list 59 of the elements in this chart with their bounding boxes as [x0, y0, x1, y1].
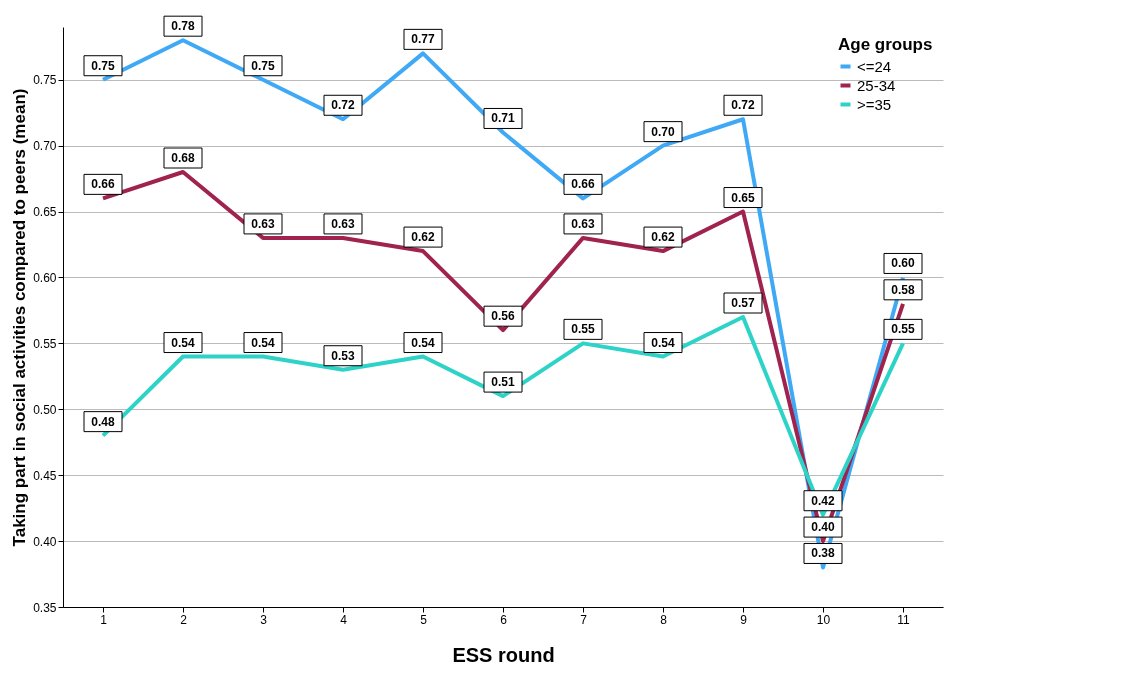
data-label: 0.63: [571, 216, 595, 231]
data-label: 0.55: [571, 322, 595, 337]
data-label: 0.55: [891, 322, 915, 337]
x-tick-label: 3: [260, 612, 268, 627]
data-label: 0.72: [731, 98, 755, 113]
data-label: 0.51: [491, 375, 515, 390]
y-tick-label: 0.45: [33, 468, 57, 483]
data-label: 0.75: [91, 58, 115, 73]
data-label: 0.75: [251, 58, 275, 73]
legend-label: 25-34: [857, 76, 896, 94]
data-label: 0.53: [331, 348, 355, 363]
data-label: 0.54: [171, 335, 195, 350]
data-label: 0.77: [411, 32, 435, 47]
y-tick-label: 0.75: [33, 73, 57, 88]
data-label: 0.71: [491, 111, 515, 126]
legend-title: Age groups: [838, 35, 933, 54]
data-label: 0.54: [251, 335, 275, 350]
x-tick-label: 1: [100, 612, 108, 627]
data-label: 0.40: [811, 520, 835, 535]
x-tick-label: 11: [897, 612, 911, 627]
data-label: 0.42: [811, 493, 835, 508]
data-label: 0.70: [651, 124, 675, 139]
x-tick-label: 6: [500, 612, 508, 627]
data-label: 0.78: [171, 19, 195, 34]
legend-label: <=24: [857, 57, 892, 75]
data-label: 0.65: [731, 190, 755, 205]
y-tick-label: 0.55: [33, 336, 57, 351]
x-tick-label: 8: [660, 612, 668, 627]
x-tick-label: 10: [816, 612, 831, 627]
data-label: 0.54: [411, 335, 435, 350]
data-label: 0.66: [571, 177, 595, 192]
data-label: 0.38: [811, 546, 835, 561]
data-label: 0.58: [891, 282, 915, 297]
x-tick-label: 2: [180, 612, 188, 627]
data-label: 0.66: [91, 177, 115, 192]
y-tick-label: 0.65: [33, 205, 57, 220]
y-tick-label: 0.70: [33, 139, 57, 154]
x-tick-label: 7: [580, 612, 588, 627]
data-label: 0.63: [251, 216, 275, 231]
data-label: 0.54: [651, 335, 675, 350]
data-label: 0.57: [731, 296, 755, 310]
data-label: 0.62: [411, 230, 435, 245]
x-tick-label: 4: [340, 612, 348, 627]
data-label: 0.68: [171, 151, 195, 165]
x-axis-title: ESS round: [452, 643, 555, 666]
data-label: 0.56: [491, 309, 515, 324]
data-label: 0.48: [91, 414, 115, 429]
data-label: 0.60: [891, 256, 915, 271]
x-tick-label: 9: [740, 612, 748, 627]
data-label: 0.72: [331, 98, 355, 113]
x-tick-label: 5: [420, 612, 428, 627]
data-label: 0.63: [331, 216, 355, 231]
y-axis-title: Taking part in social activities compared to peers (mean): [10, 88, 30, 547]
data-label: 0.62: [651, 230, 675, 245]
y-tick-label: 0.35: [33, 600, 57, 615]
y-tick-label: 0.60: [33, 270, 57, 285]
y-tick-label: 0.40: [33, 534, 57, 549]
legend-label: >=35: [857, 95, 892, 113]
y-tick-label: 0.50: [33, 402, 57, 417]
